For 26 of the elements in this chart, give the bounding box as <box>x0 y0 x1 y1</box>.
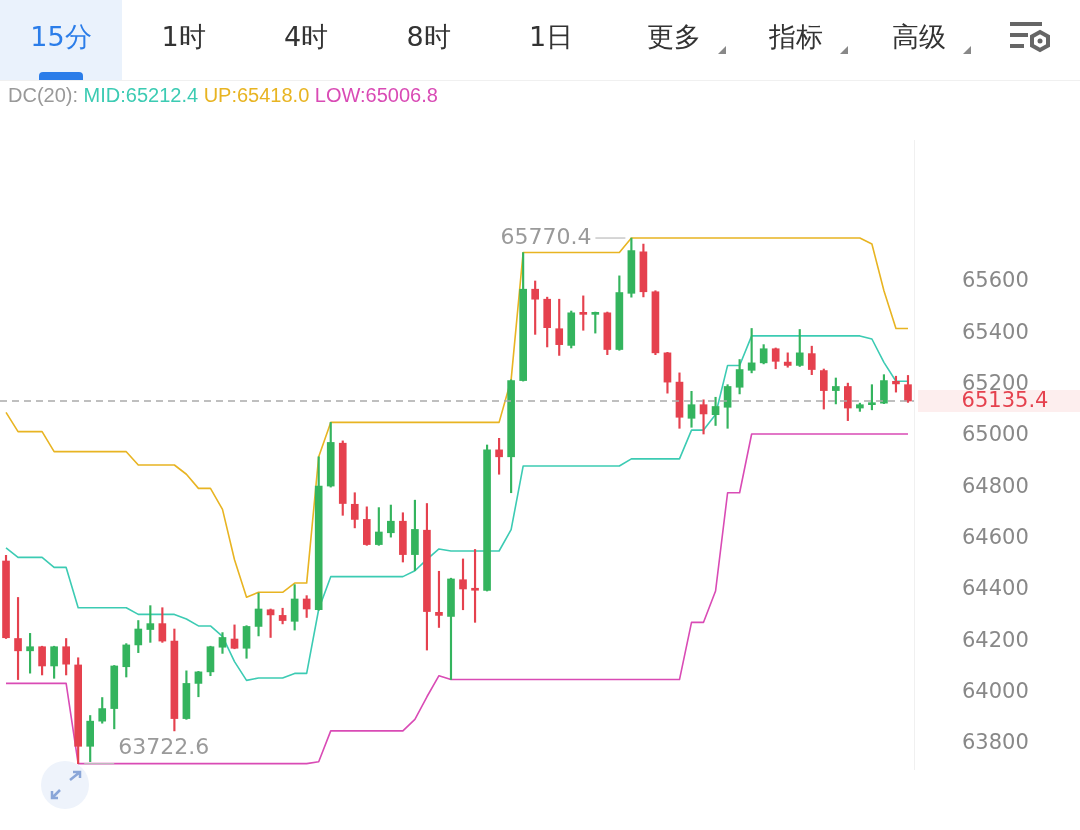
text: 指标 <box>768 20 824 54</box>
text: 更多 <box>645 20 702 54</box>
text: 1时 <box>160 20 207 54</box>
text: 4时 <box>282 20 330 54</box>
text: MID:65212.4 <box>83 84 199 106</box>
y-tick-label: 64200 <box>962 627 1029 652</box>
text: LOW:65006.8 <box>314 84 438 106</box>
y-tick-label: 65000 <box>962 422 1029 447</box>
annotation: 63722.6 <box>118 734 210 760</box>
y-tick-label: 65600 <box>962 268 1029 293</box>
y-tick-label: 64000 <box>962 678 1029 703</box>
candlestick <box>868 384 876 411</box>
y-tick-label: 65400 <box>962 319 1029 344</box>
text: 高级 <box>890 20 947 54</box>
legend-title: DC(20): <box>8 84 79 106</box>
candlestick <box>579 295 588 331</box>
y-tick-label: 64800 <box>962 473 1029 498</box>
text: 8时 <box>405 20 452 54</box>
annotation: 65770.4 <box>500 223 592 249</box>
y-tick-label: 64600 <box>962 524 1029 549</box>
text: UP:65418.0 <box>203 84 310 106</box>
candlestick <box>471 549 479 623</box>
y-tick-label: 64400 <box>962 576 1029 601</box>
text: 1日 <box>527 20 575 54</box>
y-tick-label: 63800 <box>962 730 1029 755</box>
text: 15分 <box>0 0 122 80</box>
